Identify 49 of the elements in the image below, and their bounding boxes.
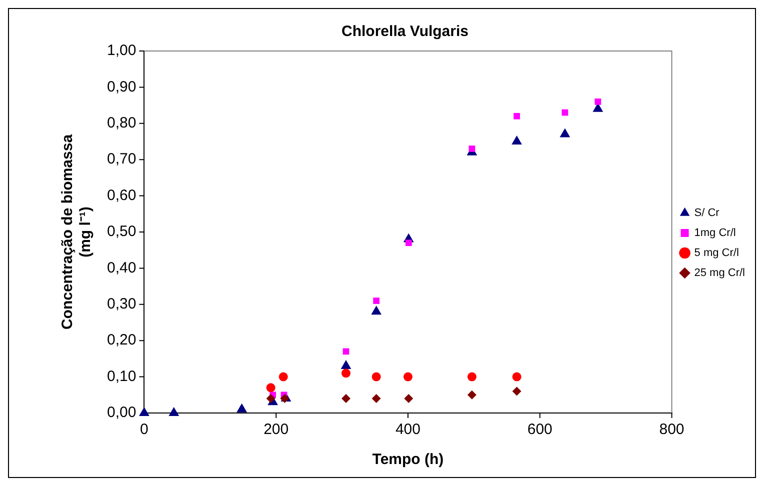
legend-label: S/ Cr [694,207,720,220]
point [562,109,568,116]
point [340,360,352,369]
point [560,128,570,138]
point [372,394,381,404]
point [341,368,350,378]
x-tick-label: 800 [659,421,684,438]
point [139,407,150,416]
legend-label: 5 mg Cr/l [694,247,739,260]
point [168,407,180,416]
point [373,298,380,304]
point [403,372,412,382]
point [236,403,247,412]
y-tick-label: 0,20 [106,332,136,349]
y-tick-label: 0,10 [106,368,136,385]
x-axis-title: Tempo (h) [372,451,444,468]
point [594,98,602,105]
y-tick-label: 0,70 [106,150,136,168]
point [341,394,350,404]
legend-label: 25 mg Cr/l [694,267,746,280]
point [266,383,276,392]
legend-label: 1mg Cr/l [694,227,736,240]
x-tick-label: 0 [140,421,148,438]
y-tick-label: 1,00 [106,42,136,60]
y-tick-label: 0,60 [106,186,136,204]
point [467,390,476,400]
y-tick-label: 0,50 [106,223,136,240]
point [266,394,276,404]
y-tick-label: 0,90 [106,78,136,96]
x-tick-label: 600 [527,421,552,438]
point [405,240,412,246]
y-tick-label: 0,40 [106,259,136,276]
y-tick-label: 0,30 [106,296,136,313]
chart-title: Chlorella Vulgaris [342,23,468,40]
point [514,112,520,120]
point [278,372,288,382]
point [371,306,382,315]
point [467,372,476,382]
point [372,372,381,382]
y-tick-label: 0,00 [106,404,136,422]
y-tick-label: 0,80 [106,114,136,132]
x-tick-label: 400 [395,421,420,438]
point [468,146,476,152]
point [512,386,522,396]
point [404,394,414,404]
y-axis-title: Concentração de biomassa (mg l⁻¹) [59,134,94,330]
x-tick-label: 200 [264,421,289,438]
point [512,372,522,382]
point [512,136,522,144]
